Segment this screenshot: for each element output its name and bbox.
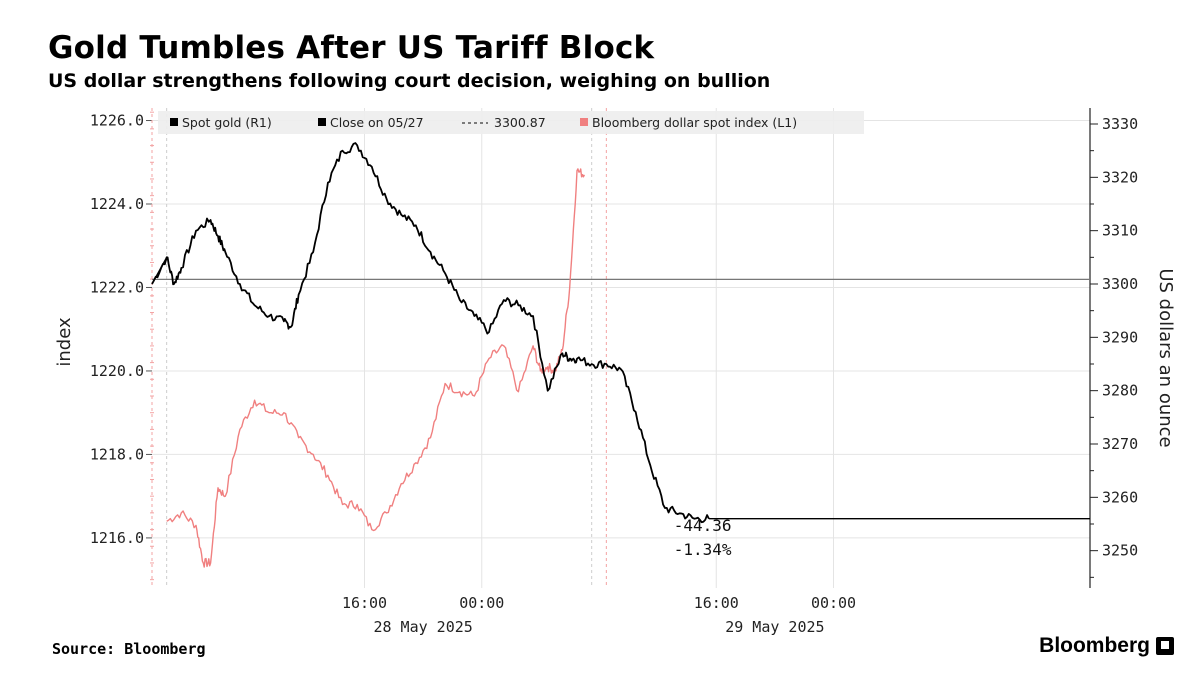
- y-right-tick-label: 3270: [1102, 435, 1138, 453]
- y-left-tick-label: 1224.0: [90, 195, 144, 213]
- legend-label-close: Close on 05/27: [330, 115, 424, 130]
- legend-label-dollar-index: Bloomberg dollar spot index (L1): [592, 115, 797, 130]
- y-left-tick-label: 1216.0: [90, 529, 144, 547]
- bloomberg-terminal-icon: [1156, 637, 1174, 655]
- y-right-tick-label: 3260: [1102, 488, 1138, 506]
- chart-subtitle: US dollar strengthens following court de…: [48, 70, 771, 92]
- y-right-tick-label: 3310: [1102, 222, 1138, 240]
- y-left-tick-label: 1226.0: [90, 112, 144, 130]
- y-right-tick-label: 3330: [1102, 115, 1138, 133]
- series-line-spot-gold: [151, 142, 710, 524]
- source-note: Source: Bloomberg: [52, 640, 206, 658]
- legend-label-spot-gold: Spot gold (R1): [182, 115, 272, 130]
- annotation-change-percent: -1.34%: [674, 540, 732, 559]
- y-right-tick-label: 3290: [1102, 328, 1138, 346]
- legend-box: [158, 111, 864, 134]
- y-right-axis-title: US dollars an ounce: [1155, 268, 1176, 447]
- y-right-tick-label: 3320: [1102, 168, 1138, 186]
- brand-name: Bloomberg: [1039, 634, 1150, 657]
- series-line-dollar-index: [166, 168, 586, 568]
- x-date-label: 29 May 2025: [725, 618, 824, 636]
- chart-title: Gold Tumbles After US Tariff Block: [48, 30, 655, 66]
- y-left-tick-label: 1218.0: [90, 445, 144, 463]
- legend-swatch-close: [318, 118, 326, 126]
- legend-label-reference: 3300.87: [494, 115, 546, 130]
- y-right-tick-label: 3300: [1102, 275, 1138, 293]
- x-tick-label: 00:00: [459, 594, 504, 612]
- x-date-label: 28 May 2025: [373, 618, 472, 636]
- spot-gold-start-segment: [151, 257, 168, 285]
- y-left-axis-title: index: [54, 317, 75, 367]
- x-tick-label: 16:00: [694, 594, 739, 612]
- legend-swatch-dollar-index: [580, 118, 588, 126]
- annotation-change-points: -44.36: [674, 516, 732, 535]
- y-right-tick-label: 3250: [1102, 542, 1138, 560]
- x-tick-label: 00:00: [811, 594, 856, 612]
- legend-swatch-spot-gold: [170, 118, 178, 126]
- y-right-tick-label: 3280: [1102, 382, 1138, 400]
- brand-logo: Bloomberg: [1039, 634, 1174, 658]
- x-tick-label: 16:00: [342, 594, 387, 612]
- y-left-tick-label: 1220.0: [90, 362, 144, 380]
- y-left-tick-label: 1222.0: [90, 278, 144, 296]
